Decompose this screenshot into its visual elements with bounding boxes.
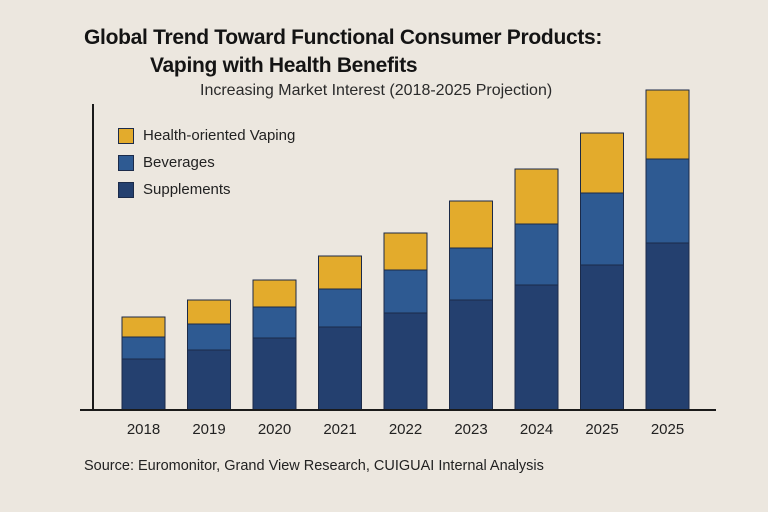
bar-supplements-2019-1 xyxy=(187,349,231,411)
bar-supplements-2025-7 xyxy=(580,264,624,411)
x-tick-label-0: 2018 xyxy=(127,421,160,438)
x-tick-label-1: 2019 xyxy=(192,421,225,438)
bar-health-oriented-vaping-2025-7 xyxy=(580,132,624,194)
bar-beverages-2022-4 xyxy=(383,269,428,314)
bar-beverages-2019-1 xyxy=(187,323,231,351)
chart-title-line1: Global Trend Toward Functional Consumer … xyxy=(84,26,603,49)
legend-item-supplements: Supplements xyxy=(118,176,295,203)
x-tick-label-8: 2025 xyxy=(651,421,684,438)
bar-supplements-2023-5 xyxy=(449,299,493,411)
bar-supplements-2024-6 xyxy=(514,284,559,411)
x-tick-label-3: 2021 xyxy=(323,421,356,438)
legend-label-health-vaping: Health-oriented Vaping xyxy=(143,127,296,144)
legend-label-beverages: Beverages xyxy=(143,154,215,171)
bar-supplements-2018-0 xyxy=(121,358,166,411)
bar-health-oriented-vaping-2024-6 xyxy=(514,168,559,225)
x-tick-label-2: 2020 xyxy=(258,421,291,438)
x-tick-label-5: 2023 xyxy=(454,421,487,438)
bar-health-oriented-vaping-2023-5 xyxy=(449,200,493,249)
legend-label-supplements: Supplements xyxy=(143,181,231,198)
x-tick-label-6: 2024 xyxy=(520,421,553,438)
bar-health-oriented-vaping-2020-2 xyxy=(252,279,297,308)
x-tick-labels: 2018 2019 2020 2021 2022 2023 2024 2025 2025 xyxy=(127,421,684,438)
bar-supplements-2020-2 xyxy=(252,337,297,411)
legend-swatch-beverages xyxy=(118,154,134,171)
bar-beverages-2024-6 xyxy=(514,223,559,286)
chart-subtitle: Increasing Market Interest (2018-2025 Pr… xyxy=(200,82,553,99)
chart-title-line2: Vaping with Health Benefits xyxy=(150,54,418,77)
bar-beverages-2025-8 xyxy=(645,158,690,244)
bar-supplements-2022-4 xyxy=(383,312,428,411)
bar-supplements-2025-8 xyxy=(645,242,690,411)
legend: Health-oriented Vaping Beverages Supplem… xyxy=(118,122,295,203)
bar-health-oriented-vaping-2025-8 xyxy=(645,89,690,160)
bar-beverages-2021-3 xyxy=(318,288,362,328)
x-tick-label-7: 2025 xyxy=(585,421,618,438)
chart-title: Global Trend Toward Functional Consumer … xyxy=(84,24,602,80)
bar-beverages-2025-7 xyxy=(580,192,624,266)
legend-swatch-supplements xyxy=(118,181,134,198)
bar-health-oriented-vaping-2022-4 xyxy=(383,232,428,271)
bar-beverages-2020-2 xyxy=(252,306,297,339)
bar-health-oriented-vaping-2021-3 xyxy=(318,255,362,290)
source-note: Source: Euromonitor, Grand View Research… xyxy=(84,458,544,474)
bar-beverages-2018-0 xyxy=(121,336,166,360)
bar-supplements-2021-3 xyxy=(318,326,362,411)
legend-swatch-health-vaping xyxy=(118,127,134,144)
legend-item-beverages: Beverages xyxy=(118,149,295,176)
bar-health-oriented-vaping-2018-0 xyxy=(121,316,166,338)
bar-beverages-2023-5 xyxy=(449,247,493,301)
bar-health-oriented-vaping-2019-1 xyxy=(187,299,231,325)
bars-group xyxy=(121,89,690,411)
legend-item-health-vaping: Health-oriented Vaping xyxy=(118,122,295,149)
x-tick-label-4: 2022 xyxy=(389,421,422,438)
